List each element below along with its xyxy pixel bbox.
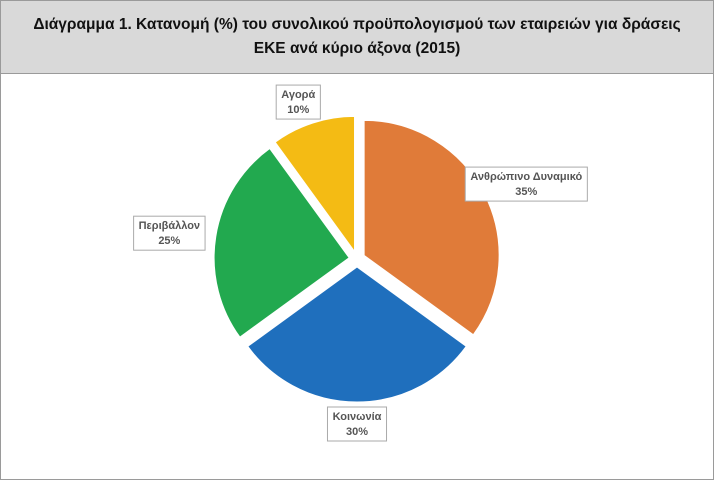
label-box <box>133 215 206 251</box>
header: Διάγραμμα 1. Κατανομή (%) του συνολικού … <box>1 1 713 74</box>
data-label: Περιβάλλον 25% <box>133 215 206 251</box>
data-label: Ανθρώπινο Δυναμικό 35% <box>464 166 588 202</box>
chart-title: Διάγραμμα 1. Κατανομή (%) του συνολικού … <box>33 16 681 57</box>
label-value: 35% <box>515 186 537 198</box>
label-name: Ανθρώπινο Δυναμικό <box>470 171 582 183</box>
data-label: Κοινωνία 30% <box>326 406 388 442</box>
label-value: 25% <box>158 235 180 247</box>
data-label: Αγορά 10% <box>275 84 321 120</box>
chart: Ανθρώπινο Δυναμικό 35% Κοινωνία 30% Περιβάλλ… <box>133 84 588 442</box>
label-box <box>464 166 588 202</box>
label-value: 30% <box>346 426 368 438</box>
label-value: 10% <box>287 104 309 116</box>
label-name: Κοινωνία <box>333 411 382 423</box>
pie-slice <box>213 147 350 338</box>
pie-slice <box>247 266 467 403</box>
pie-slice <box>274 115 356 253</box>
label-name: Αγορά <box>281 89 315 101</box>
label-name: Περιβάλλον <box>139 220 200 232</box>
label-box <box>326 406 388 442</box>
label-box <box>275 84 321 120</box>
